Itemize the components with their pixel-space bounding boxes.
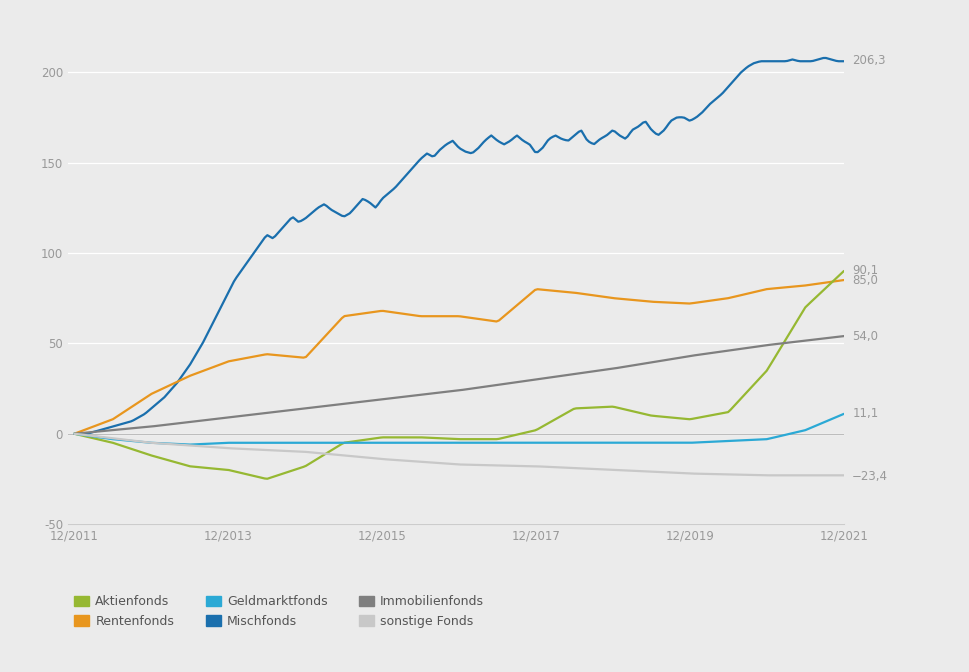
- Text: 85,0: 85,0: [852, 274, 877, 286]
- Text: 206,3: 206,3: [852, 54, 885, 67]
- Text: 54,0: 54,0: [852, 329, 877, 343]
- Text: 90,1: 90,1: [852, 264, 878, 278]
- Text: 11,1: 11,1: [852, 407, 878, 420]
- Text: −23,4: −23,4: [852, 470, 888, 482]
- Legend: Aktienfonds, Rentenfonds, Geldmarktfonds, Mischfonds, Immobilienfonds, sonstige : Aktienfonds, Rentenfonds, Geldmarktfonds…: [74, 595, 484, 628]
